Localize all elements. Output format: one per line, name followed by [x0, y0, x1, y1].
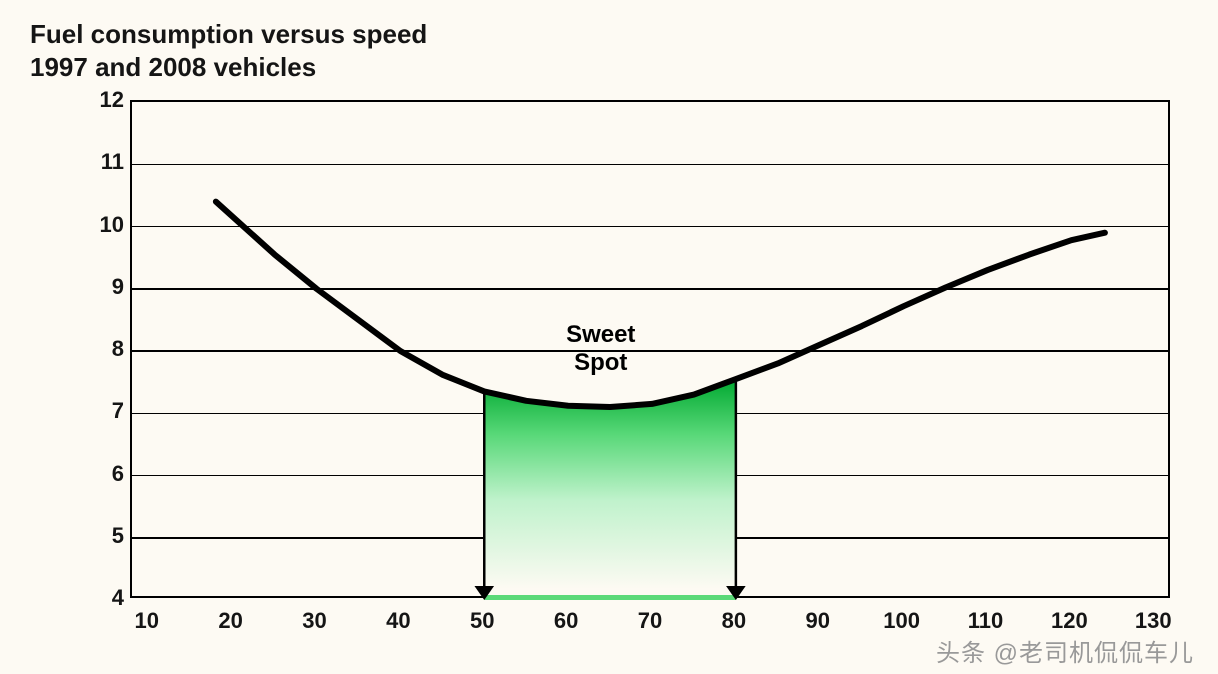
- y-tick-label: 6: [92, 461, 124, 487]
- watermark-text: 头条 @老司机侃侃车儿: [936, 633, 1194, 668]
- y-tick-label: 10: [92, 212, 124, 238]
- sweet-spot-label-line2: Spot: [566, 349, 635, 377]
- x-tick-label: 80: [722, 608, 746, 634]
- x-tick-label: 60: [554, 608, 578, 634]
- plot-svg: [132, 102, 1172, 600]
- chart-title-line1: Fuel consumption versus speed: [30, 18, 427, 51]
- x-tick-label: 30: [302, 608, 326, 634]
- sweet-spot-label-line1: Sweet: [566, 321, 635, 349]
- x-tick-label: 10: [135, 608, 159, 634]
- y-tick-label: 7: [92, 398, 124, 424]
- x-tick-label: 130: [1135, 608, 1172, 634]
- x-tick-label: 70: [638, 608, 662, 634]
- x-tick-label: 100: [883, 608, 920, 634]
- x-tick-label: 110: [968, 608, 1004, 634]
- x-tick-label: 120: [1051, 608, 1088, 634]
- fuel-curve: [216, 202, 1105, 407]
- y-tick-label: 12: [92, 87, 124, 113]
- chart-title-line2: 1997 and 2008 vehicles: [30, 51, 427, 84]
- x-tick-label: 50: [470, 608, 494, 634]
- y-tick-label: 8: [92, 336, 124, 362]
- x-tick-label: 20: [218, 608, 242, 634]
- x-tick-label: 40: [386, 608, 410, 634]
- y-tick-label: 4: [92, 585, 124, 611]
- y-tick-label: 11: [92, 149, 124, 175]
- sweet-spot-band: [484, 379, 736, 600]
- sweet-spot-label: Sweet Spot: [566, 321, 635, 376]
- sweet-spot-bottom-bar: [484, 595, 736, 600]
- y-tick-label: 9: [92, 274, 124, 300]
- plot-area: Sweet Spot: [130, 100, 1170, 598]
- x-tick-label: 90: [805, 608, 829, 634]
- chart-title: Fuel consumption versus speed 1997 and 2…: [30, 18, 427, 83]
- chart-container: Fuel consumption (L/100 km) Sweet Spot 4…: [50, 92, 1190, 652]
- y-tick-label: 5: [92, 523, 124, 549]
